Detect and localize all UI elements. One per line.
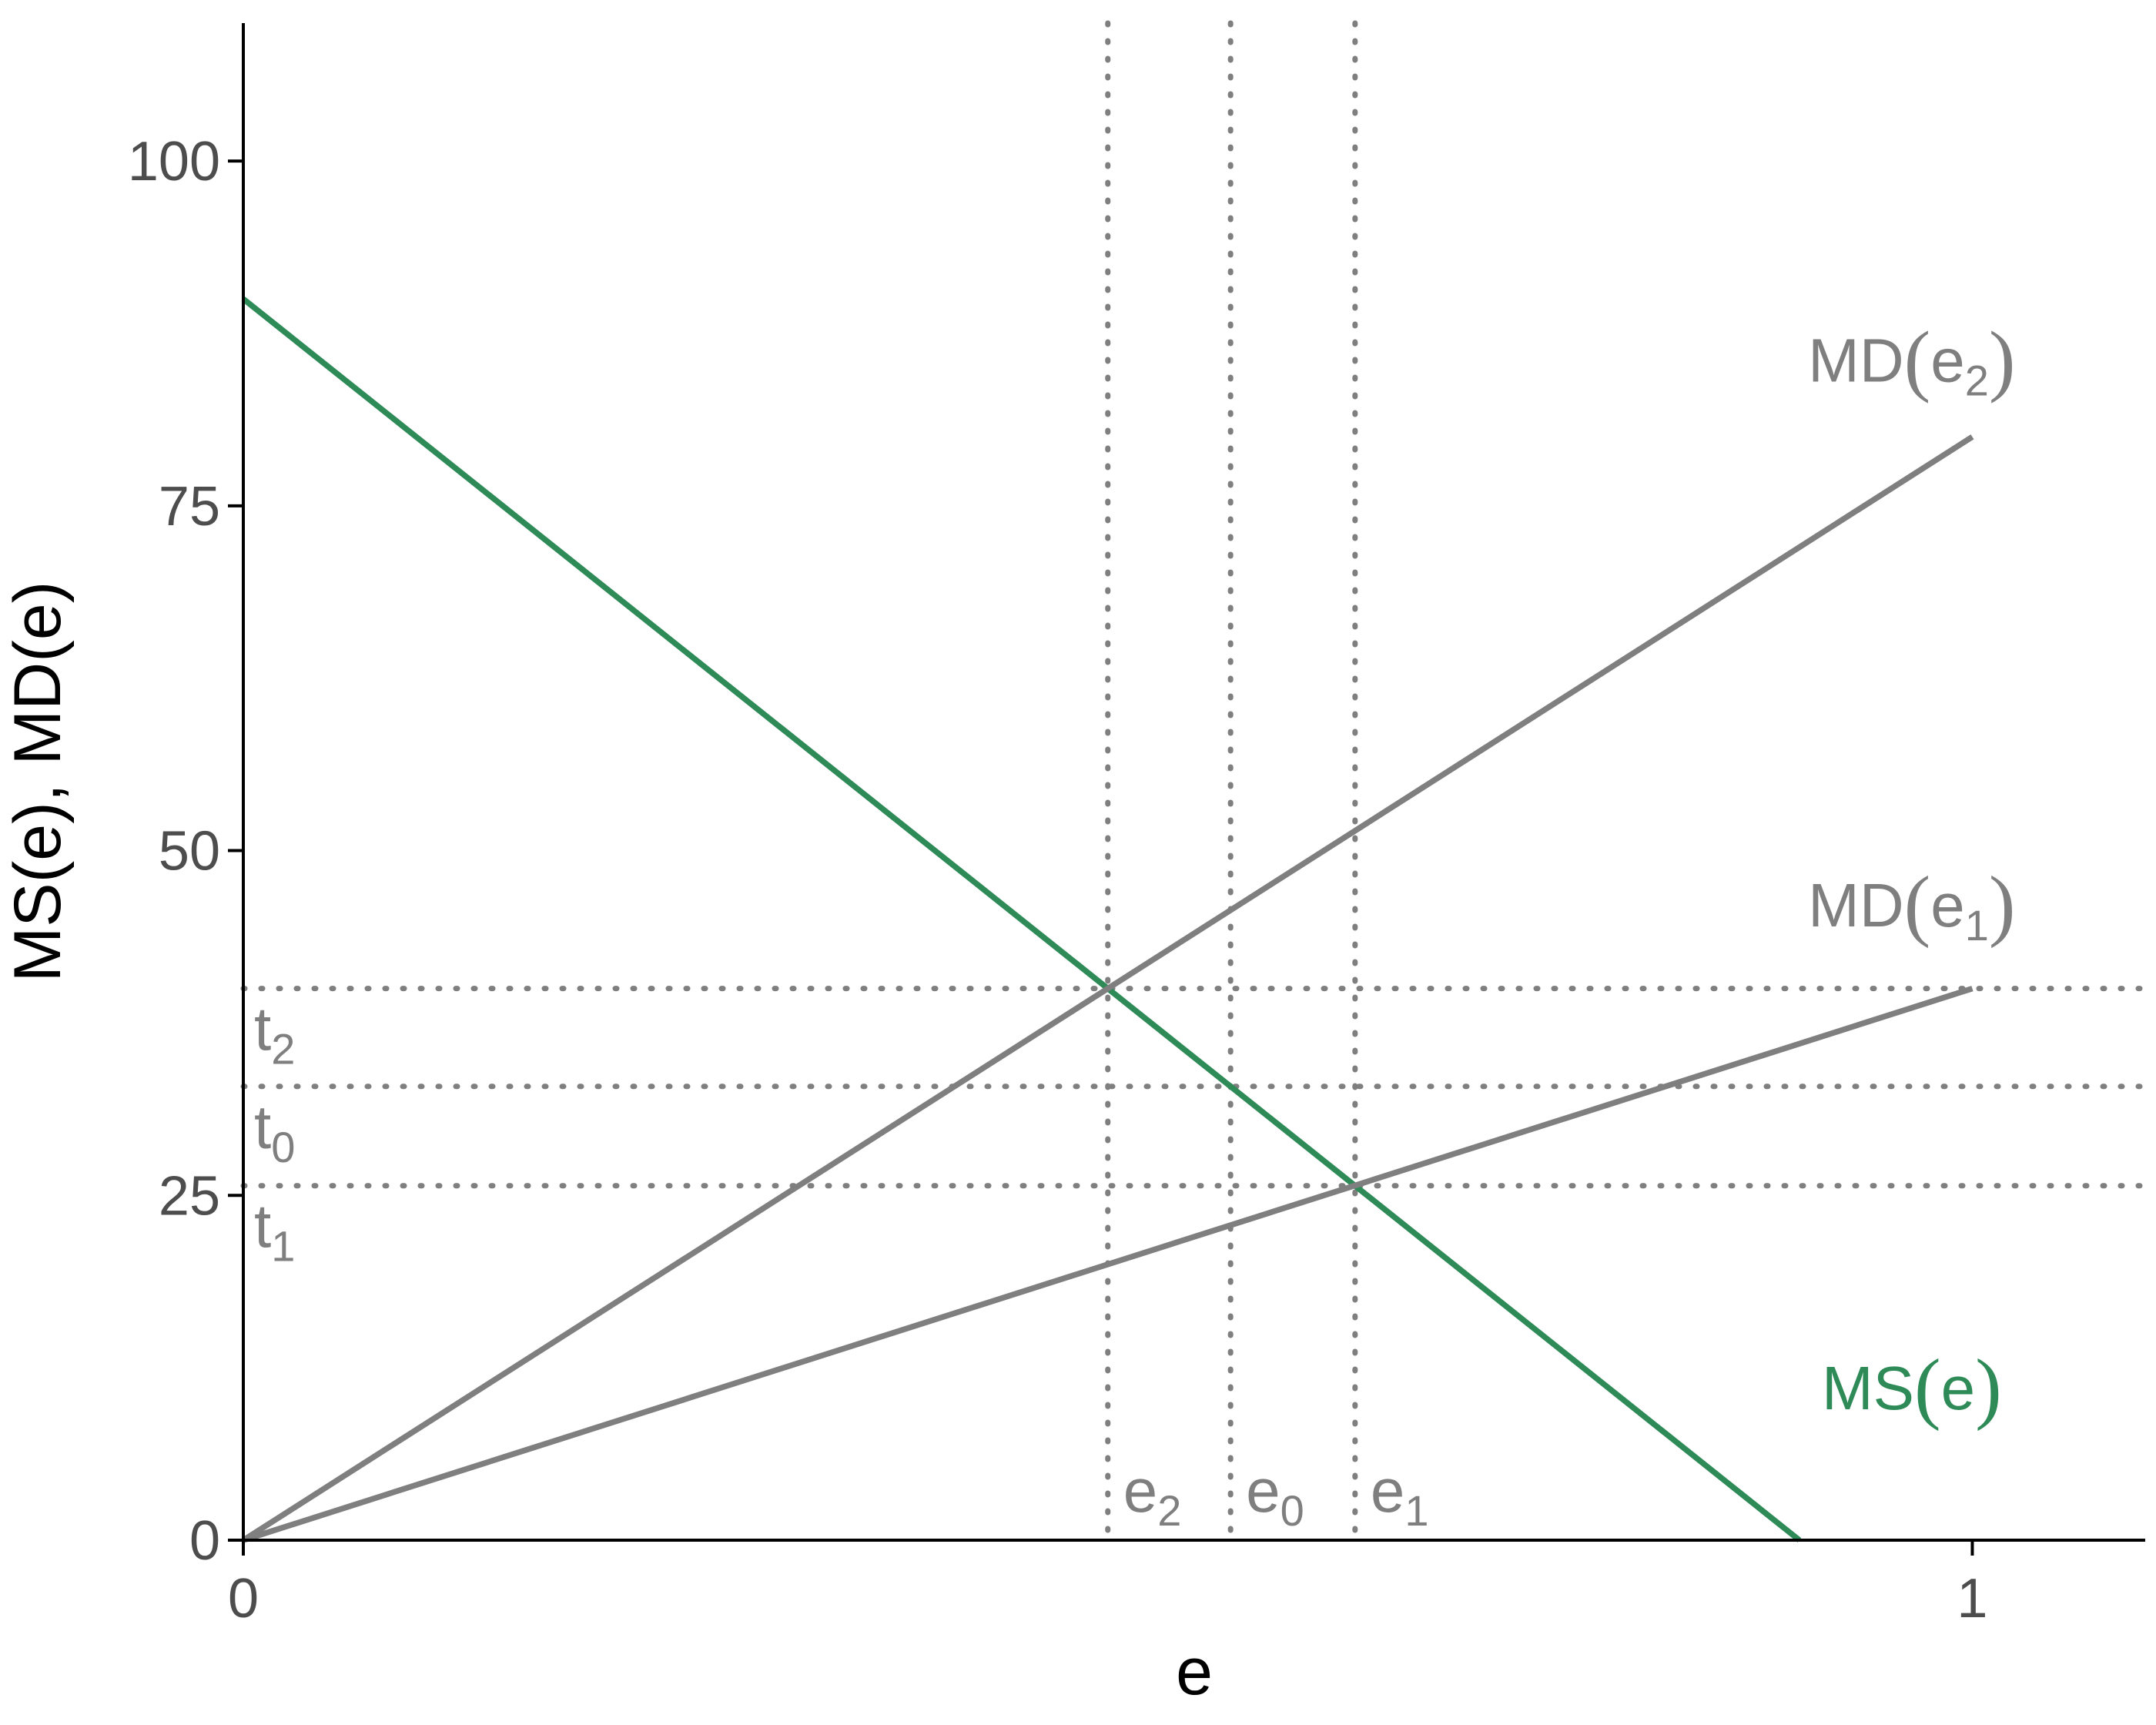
ticks: 0 25 50 75 100 0 1 [128,131,1988,1630]
vertical-guide-label: e2 [1123,1456,1182,1535]
vertical-guide-label: e0 [1246,1456,1304,1535]
x-tick-label: 1 [1957,1568,1987,1630]
series-line [241,434,1974,1543]
series-line [242,986,1974,1543]
x-axis-title: e [1176,1635,1213,1709]
horizontal-guide-label: t2 [254,995,295,1074]
y-tick-label: 50 [159,821,220,883]
annotations: e2 e0 e1 t2 t0 t1 MD(e2) MD(e1) MS(e) [254,316,2016,1535]
y-tick-label: 0 [189,1510,220,1572]
horizontal-guide-label: t1 [254,1192,295,1271]
vertical-guide-label: e1 [1371,1456,1429,1535]
series-line [241,296,1802,1542]
curve-label: MD(e2) [1808,316,2015,405]
guide-lines [240,20,2148,1543]
y-axis-title: MS(e), MD(e) [1,581,75,983]
y-tick-label: 100 [128,131,220,193]
curve-label: MD(e1) [1808,860,2015,950]
series-lines [241,296,1974,1543]
curve-label: MS(e) [1822,1343,2002,1432]
axes [242,23,2145,1542]
y-tick-label: 75 [159,476,220,538]
x-tick-label: 0 [228,1568,259,1630]
horizontal-guide-label: t0 [254,1093,295,1171]
y-tick-label: 25 [159,1165,220,1227]
